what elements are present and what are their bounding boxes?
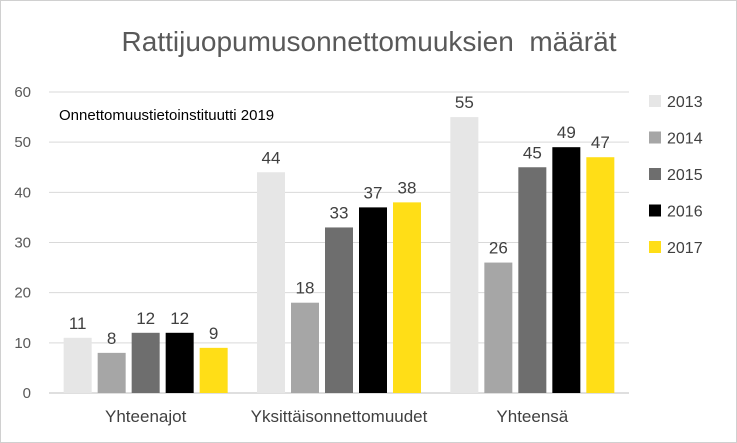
value-label: 11 bbox=[69, 314, 87, 333]
legend-swatch-2014 bbox=[649, 131, 661, 144]
value-label: 9 bbox=[209, 324, 218, 343]
bar-2015 bbox=[131, 332, 160, 393]
y-tick-label: 20 bbox=[14, 285, 31, 302]
value-label: 38 bbox=[398, 178, 417, 197]
chart-title: Rattijuopumusonnettomuuksien määrät bbox=[122, 26, 617, 57]
bar-2015 bbox=[325, 227, 353, 393]
value-label: 37 bbox=[364, 183, 383, 202]
category-label: Yhteenajot bbox=[105, 407, 187, 426]
y-tick-label: 10 bbox=[14, 335, 31, 352]
bar-2016 bbox=[165, 332, 194, 393]
bar-2013 bbox=[63, 337, 92, 393]
bar-2017 bbox=[586, 157, 615, 393]
value-label: 12 bbox=[136, 309, 155, 328]
category-label: Yhteensä bbox=[496, 407, 568, 426]
value-label: 12 bbox=[170, 309, 189, 328]
legend-swatch-2013 bbox=[649, 95, 661, 107]
chart-subtitle: Onnettomuustietoinstituutti 2019 bbox=[59, 107, 274, 124]
value-label: 44 bbox=[262, 148, 281, 167]
legend-label: 2016 bbox=[667, 204, 703, 221]
legend: 2013 2014 2015 2016 2017 bbox=[649, 94, 703, 257]
bar-2013 bbox=[257, 172, 285, 393]
y-tick-label: 30 bbox=[14, 235, 31, 252]
value-label: 49 bbox=[557, 123, 576, 142]
value-label: 18 bbox=[296, 279, 315, 298]
value-label: 55 bbox=[455, 93, 474, 112]
legend-label: 2017 bbox=[667, 240, 703, 257]
value-label: 26 bbox=[489, 239, 508, 258]
value-label: 47 bbox=[591, 133, 610, 152]
bar-2013 bbox=[450, 117, 479, 393]
legend-swatch-2015 bbox=[649, 168, 661, 180]
y-tick-label: 60 bbox=[14, 84, 31, 101]
bar-2014 bbox=[484, 262, 513, 393]
value-label: 45 bbox=[523, 143, 542, 162]
bar-2017 bbox=[393, 202, 421, 393]
bar-2014 bbox=[291, 302, 319, 393]
bar-2017 bbox=[199, 347, 228, 393]
legend-label: 2014 bbox=[667, 131, 703, 148]
legend-swatch-2017 bbox=[649, 241, 661, 253]
value-label: 33 bbox=[330, 203, 349, 222]
bar-2015 bbox=[518, 167, 547, 393]
bars: 11 8 12 12 9 44 18 33 37 38 55 26 45 49 47 bbox=[63, 93, 615, 393]
bar-2014 bbox=[97, 352, 126, 393]
legend-label: 2013 bbox=[667, 94, 703, 111]
legend-label: 2015 bbox=[667, 167, 703, 184]
y-tick-label: 0 bbox=[23, 385, 31, 402]
y-tick-label: 50 bbox=[14, 134, 31, 151]
category-label: Yksittäisonnettomuudet bbox=[251, 407, 428, 426]
value-label: 8 bbox=[107, 329, 116, 348]
axes: 0 10 20 30 40 50 60 Yhteenajot Yksittäisonnettom… bbox=[14, 84, 568, 426]
bar-2016 bbox=[359, 207, 387, 393]
legend-swatch-2016 bbox=[649, 204, 661, 217]
y-tick-label: 40 bbox=[14, 184, 31, 201]
bar-2016 bbox=[552, 147, 581, 393]
